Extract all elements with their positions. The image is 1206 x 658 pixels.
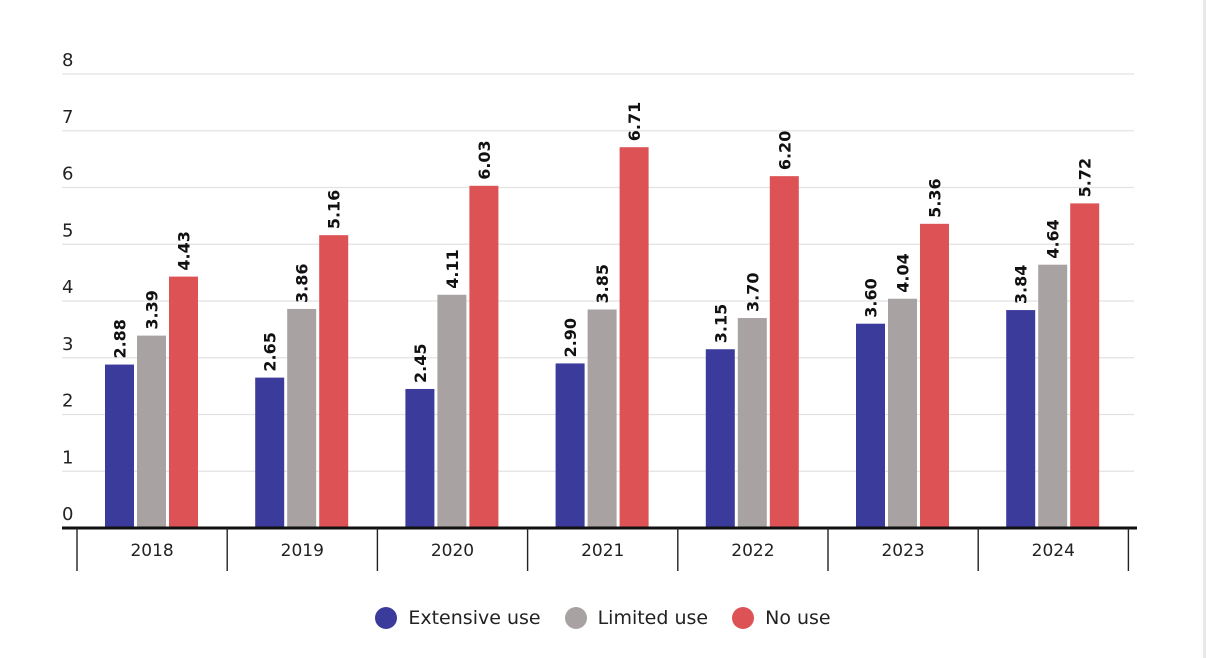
- bar-2018-no-use: [169, 276, 198, 528]
- legend-item-extensive-use: Extensive use: [375, 607, 541, 629]
- bar-2023-extensive-use: [856, 323, 885, 528]
- y-tick-label-3: 3: [62, 334, 73, 355]
- value-label-2021-limited-use: 3.85: [593, 264, 612, 303]
- y-tick-label-4: 4: [62, 277, 73, 298]
- bar-2021-limited-use: [587, 309, 617, 528]
- legend-marker-no-use: [732, 607, 755, 629]
- value-label-2018-limited-use: 3.39: [143, 290, 162, 329]
- bar-2024-no-use: [1070, 203, 1100, 528]
- value-label-2022-limited-use: 3.70: [743, 273, 762, 312]
- y-axis-ticks: 0 1 2 3 4 5 6 7 8: [62, 50, 73, 525]
- bar-2022-no-use: [769, 176, 799, 528]
- value-label-2020-no-use: 6.03: [475, 140, 494, 179]
- y-tick-label-2: 2: [62, 391, 73, 412]
- legend-label-limited-use: Limited use: [597, 607, 709, 629]
- value-label-2019-extensive-use: 2.65: [261, 332, 280, 371]
- bar-2024-limited-use: [1038, 264, 1068, 528]
- bar-2021-extensive-use: [555, 363, 585, 528]
- legend-label-extensive-use: Extensive use: [408, 607, 541, 629]
- y-tick-label-7: 7: [62, 107, 73, 128]
- bar-2018-extensive-use: [105, 364, 134, 528]
- value-label-2023-limited-use: 4.04: [894, 253, 913, 292]
- legend-marker-limited-use: [564, 607, 587, 629]
- bar-2020-extensive-use: [405, 388, 435, 528]
- legend-item-limited-use: Limited use: [564, 607, 709, 629]
- x-axis: 2018 2019 2020 2021 2022 2023 2024: [62, 526, 1137, 571]
- x-tick-label-2021: 2021: [581, 541, 624, 561]
- y-tick-label-0: 0: [62, 504, 73, 525]
- bar-2023-no-use: [920, 223, 949, 528]
- value-label-2019-no-use: 5.16: [325, 190, 344, 229]
- value-labels: 2.88 3.39 4.43 2.65 3.86 5.16 2.45 4.11 6.03 2.90…: [111, 102, 1095, 383]
- x-tick-label-2020: 2020: [431, 541, 474, 561]
- legend-label-no-use: No use: [765, 607, 831, 629]
- bar-2023-limited-use: [888, 298, 917, 528]
- bar-2022-extensive-use: [705, 349, 735, 528]
- bar-2018-limited-use: [137, 335, 166, 528]
- x-tick-label-2023: 2023: [881, 541, 924, 561]
- value-label-2022-extensive-use: 3.15: [711, 304, 730, 343]
- value-label-2021-extensive-use: 2.90: [561, 318, 580, 357]
- value-label-2020-limited-use: 4.11: [443, 249, 462, 288]
- value-label-2022-no-use: 6.20: [775, 131, 794, 170]
- value-label-2020-extensive-use: 2.45: [411, 343, 430, 382]
- legend-item-no-use: No use: [732, 607, 831, 629]
- bars: [105, 147, 1100, 529]
- x-tick-label-2018: 2018: [130, 541, 173, 561]
- y-tick-label-5: 5: [62, 220, 73, 241]
- y-tick-label-8: 8: [62, 50, 73, 71]
- value-label-2024-limited-use: 4.64: [1044, 219, 1063, 258]
- value-label-2024-extensive-use: 3.84: [1012, 265, 1031, 304]
- x-tick-label-2024: 2024: [1032, 541, 1075, 561]
- bar-2019-extensive-use: [255, 377, 285, 528]
- value-label-2024-no-use: 5.72: [1076, 158, 1095, 197]
- legend-marker-extensive-use: [375, 607, 398, 629]
- value-label-2018-extensive-use: 2.88: [111, 319, 130, 358]
- bar-2020-no-use: [469, 185, 499, 529]
- value-label-2021-no-use: 6.71: [625, 102, 644, 141]
- legend: Extensive use Limited use No use: [0, 600, 1206, 636]
- bar-2022-limited-use: [737, 318, 767, 528]
- x-tick-label-2022: 2022: [731, 541, 774, 561]
- bar-2019-limited-use: [287, 308, 317, 528]
- y-tick-label-6: 6: [62, 164, 73, 185]
- x-tick-label-2019: 2019: [281, 541, 324, 561]
- bar-2020-limited-use: [437, 294, 467, 528]
- value-label-2018-no-use: 4.43: [175, 231, 194, 270]
- bar-chart: 0 1 2 3 4 5 6 7 8 2.88 3.39 4.43 2.65 3.86 5.16 2.45 4.…: [62, 50, 1137, 571]
- bar-2019-no-use: [319, 235, 349, 529]
- bar-2021-no-use: [619, 147, 649, 528]
- value-label-2023-no-use: 5.36: [926, 178, 945, 217]
- bar-2024-extensive-use: [1006, 310, 1036, 528]
- value-label-2023-extensive-use: 3.60: [862, 278, 881, 317]
- right-edge-strip: [1203, 0, 1206, 658]
- y-tick-label-1: 1: [62, 447, 73, 468]
- value-label-2019-limited-use: 3.86: [293, 263, 312, 302]
